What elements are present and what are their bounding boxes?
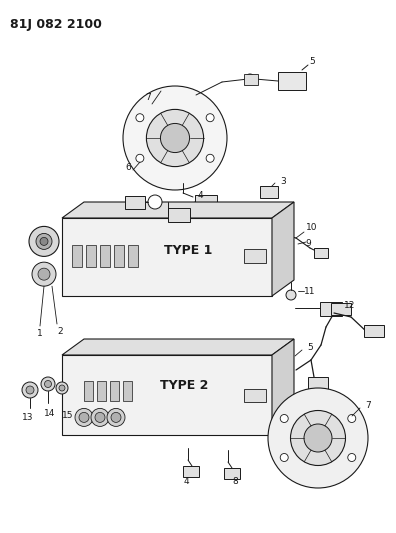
Circle shape bbox=[111, 413, 121, 422]
Bar bbox=[125, 196, 145, 209]
Text: 81J 082 2100: 81J 082 2100 bbox=[10, 18, 102, 31]
Circle shape bbox=[56, 382, 68, 394]
Circle shape bbox=[206, 114, 214, 122]
Text: 6: 6 bbox=[125, 164, 131, 173]
Bar bbox=[314, 248, 328, 258]
Text: 5: 5 bbox=[307, 343, 313, 352]
Text: 12: 12 bbox=[344, 302, 356, 311]
Circle shape bbox=[36, 233, 52, 249]
Circle shape bbox=[304, 424, 332, 452]
Circle shape bbox=[40, 237, 48, 245]
Text: 5: 5 bbox=[309, 58, 315, 67]
Polygon shape bbox=[62, 218, 272, 296]
Text: 13: 13 bbox=[22, 414, 34, 423]
Bar bbox=[72, 245, 82, 268]
Text: 2: 2 bbox=[57, 327, 63, 336]
Text: 7: 7 bbox=[145, 93, 151, 101]
Bar bbox=[84, 381, 93, 401]
Circle shape bbox=[44, 381, 51, 387]
Circle shape bbox=[32, 262, 56, 286]
Text: 11: 11 bbox=[304, 287, 316, 295]
Bar bbox=[168, 208, 190, 222]
Bar bbox=[278, 72, 306, 90]
Bar bbox=[128, 245, 138, 268]
Bar bbox=[331, 303, 351, 315]
Circle shape bbox=[348, 454, 356, 462]
Circle shape bbox=[268, 388, 368, 488]
Bar bbox=[244, 249, 266, 263]
Bar bbox=[114, 245, 124, 268]
Circle shape bbox=[123, 86, 227, 190]
Bar bbox=[168, 207, 190, 221]
Bar bbox=[123, 381, 132, 401]
Bar bbox=[224, 468, 240, 479]
Polygon shape bbox=[62, 339, 294, 355]
Circle shape bbox=[26, 386, 34, 394]
Text: 3: 3 bbox=[280, 177, 286, 187]
Circle shape bbox=[348, 415, 356, 423]
Circle shape bbox=[280, 454, 288, 462]
Bar bbox=[86, 245, 96, 268]
Circle shape bbox=[286, 290, 296, 300]
Circle shape bbox=[29, 227, 59, 256]
Bar bbox=[263, 232, 277, 242]
Text: 10: 10 bbox=[306, 223, 318, 232]
Circle shape bbox=[245, 74, 255, 84]
Text: 7: 7 bbox=[365, 401, 371, 410]
Polygon shape bbox=[272, 339, 294, 435]
Circle shape bbox=[206, 154, 214, 162]
Circle shape bbox=[59, 385, 65, 391]
Circle shape bbox=[38, 268, 50, 280]
Circle shape bbox=[147, 109, 204, 167]
Text: 8: 8 bbox=[232, 478, 238, 487]
Text: 4: 4 bbox=[183, 478, 189, 487]
Circle shape bbox=[279, 232, 289, 242]
Circle shape bbox=[41, 377, 55, 391]
Circle shape bbox=[148, 195, 162, 209]
Circle shape bbox=[280, 415, 288, 423]
Bar bbox=[244, 74, 258, 85]
Text: 14: 14 bbox=[44, 409, 56, 418]
Circle shape bbox=[79, 413, 89, 422]
Bar bbox=[308, 377, 328, 389]
Polygon shape bbox=[62, 355, 272, 435]
Bar bbox=[244, 389, 266, 401]
Text: 1: 1 bbox=[37, 329, 43, 338]
Text: TYPE 1: TYPE 1 bbox=[164, 244, 212, 257]
Text: 4: 4 bbox=[197, 191, 203, 200]
Bar bbox=[110, 381, 119, 401]
Bar bbox=[195, 195, 217, 209]
Polygon shape bbox=[272, 202, 294, 296]
Circle shape bbox=[95, 413, 105, 422]
Polygon shape bbox=[62, 202, 294, 218]
Circle shape bbox=[160, 124, 190, 152]
Circle shape bbox=[22, 382, 38, 398]
Circle shape bbox=[107, 408, 125, 426]
Bar bbox=[97, 381, 106, 401]
Circle shape bbox=[91, 408, 109, 426]
Bar bbox=[183, 466, 199, 477]
Bar bbox=[364, 325, 384, 337]
Circle shape bbox=[291, 410, 345, 465]
Bar bbox=[260, 186, 278, 198]
Circle shape bbox=[136, 154, 144, 162]
Bar bbox=[100, 245, 110, 268]
Circle shape bbox=[75, 408, 93, 426]
Bar bbox=[320, 302, 342, 316]
Text: TYPE 2: TYPE 2 bbox=[160, 379, 208, 392]
Circle shape bbox=[136, 114, 144, 122]
Text: 9: 9 bbox=[305, 239, 311, 248]
Text: 15: 15 bbox=[62, 411, 74, 421]
